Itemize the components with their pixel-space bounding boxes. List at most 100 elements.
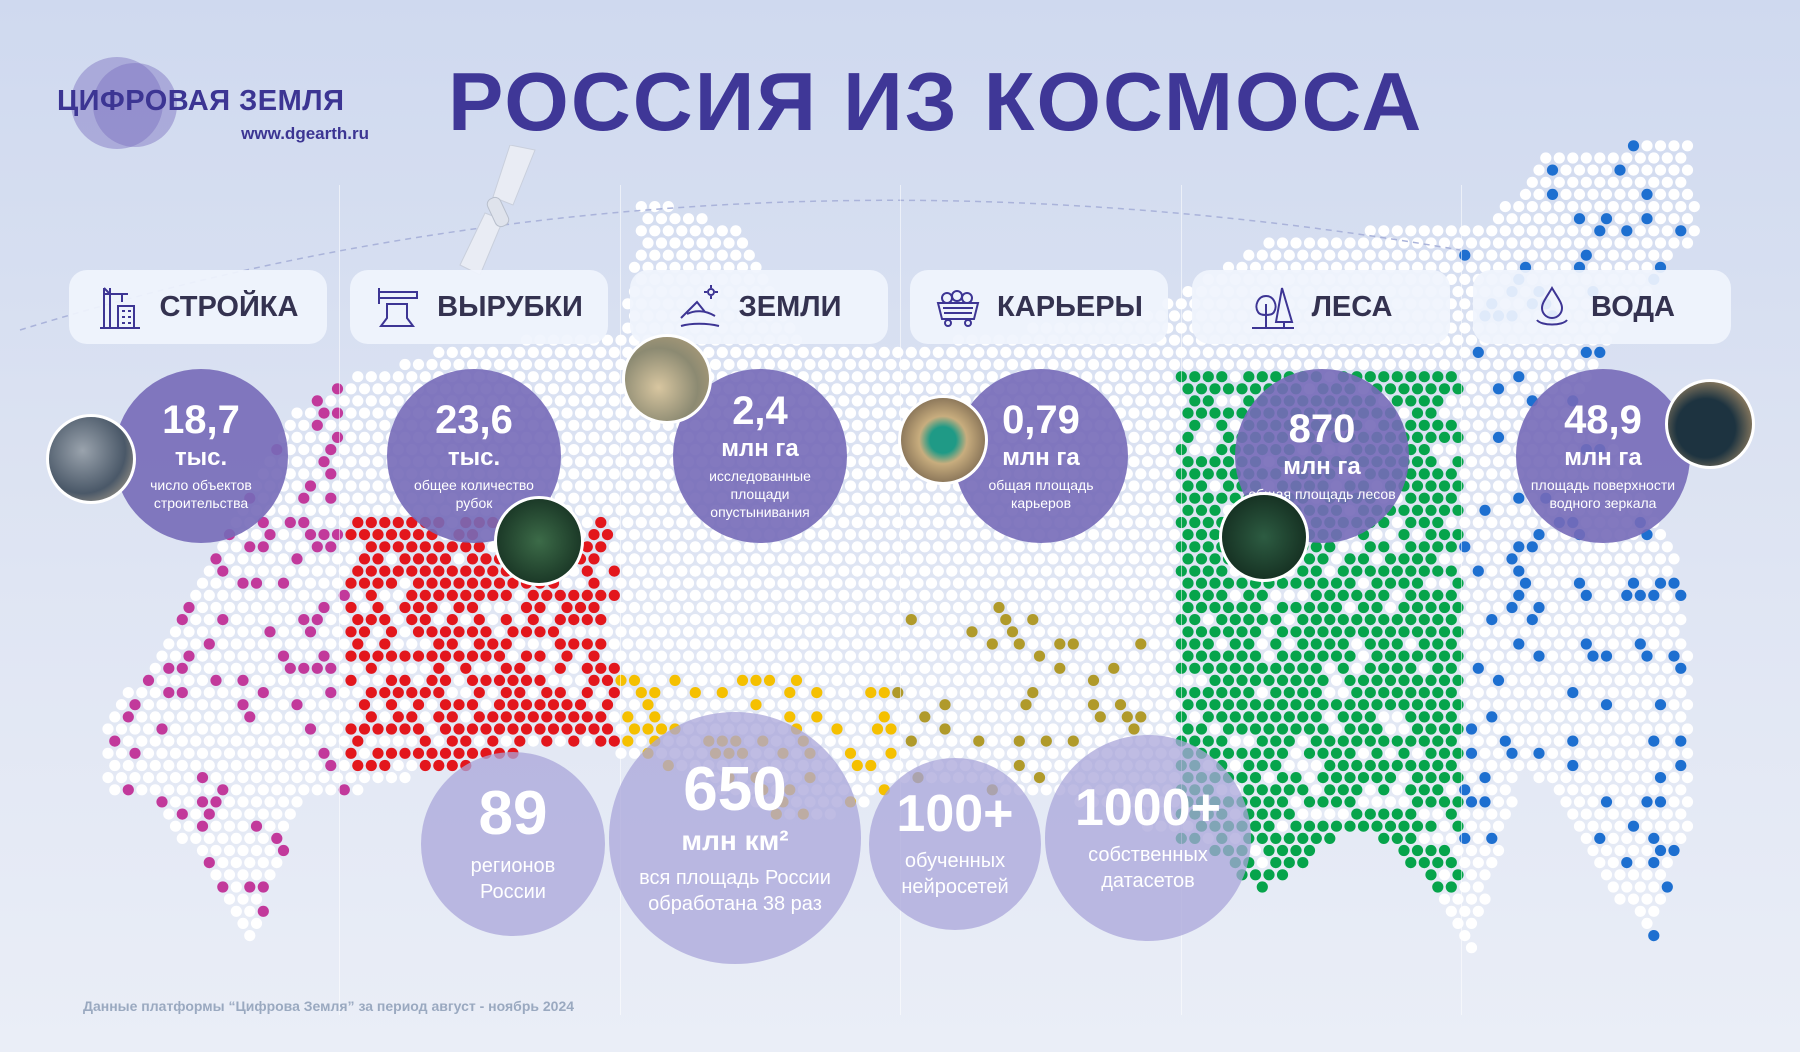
map-dot bbox=[547, 383, 560, 395]
map-dot bbox=[406, 565, 418, 577]
map-dot bbox=[1182, 358, 1194, 371]
map-dot bbox=[1398, 601, 1410, 614]
map-dot bbox=[838, 565, 850, 577]
map-dot bbox=[1459, 492, 1471, 504]
map-dot bbox=[595, 589, 607, 602]
map-dot bbox=[412, 699, 425, 711]
map-dot bbox=[1148, 614, 1160, 626]
map-dot bbox=[608, 492, 620, 504]
desert-dunes-icon bbox=[679, 285, 719, 327]
map-dot bbox=[1479, 650, 1491, 662]
map-dot bbox=[574, 480, 587, 492]
map-dot bbox=[932, 735, 944, 747]
map-dot bbox=[298, 565, 310, 577]
map-dot bbox=[1054, 541, 1066, 553]
map-dot bbox=[250, 529, 263, 541]
map-dot bbox=[338, 687, 350, 699]
map-dot bbox=[601, 626, 614, 638]
map-dot bbox=[1519, 650, 1532, 662]
map-dot bbox=[662, 589, 674, 602]
map-dot bbox=[1135, 516, 1147, 529]
map-dot bbox=[1621, 711, 1633, 723]
map-dot bbox=[1459, 322, 1471, 334]
map-dot bbox=[615, 723, 627, 735]
map-dot bbox=[1054, 589, 1066, 602]
map-dot bbox=[1040, 759, 1052, 772]
map-dot bbox=[190, 589, 202, 602]
map-dot bbox=[1344, 237, 1356, 249]
map-dot bbox=[966, 626, 978, 638]
map-dot bbox=[1337, 735, 1349, 747]
map-dot bbox=[858, 577, 870, 589]
map-dot bbox=[372, 553, 384, 565]
quarry-satellite-photo bbox=[898, 395, 988, 485]
map-dot bbox=[196, 601, 209, 614]
map-dot bbox=[1324, 589, 1336, 602]
map-dot bbox=[1283, 614, 1295, 626]
map-dot bbox=[264, 674, 276, 687]
map-dot bbox=[1452, 261, 1464, 273]
map-dot bbox=[345, 601, 357, 614]
map-dot bbox=[1465, 674, 1478, 687]
stat-water: 48,9 млн га площадь поверхности водного … bbox=[1516, 369, 1690, 543]
map-dot bbox=[1351, 249, 1363, 261]
map-dot bbox=[541, 711, 553, 723]
map-dot bbox=[345, 747, 357, 759]
map-dot bbox=[1675, 687, 1687, 699]
map-dot bbox=[716, 346, 728, 358]
map-dot bbox=[635, 662, 647, 674]
map-dot bbox=[1506, 480, 1518, 492]
map-dot bbox=[1580, 541, 1592, 553]
map-dot bbox=[588, 553, 600, 565]
map-dot bbox=[1425, 747, 1437, 759]
map-dot bbox=[1411, 529, 1424, 541]
map-dot bbox=[1594, 225, 1606, 237]
map-dot bbox=[1027, 687, 1039, 699]
map-dot bbox=[932, 662, 944, 674]
map-dot bbox=[541, 371, 553, 383]
map-dot bbox=[925, 650, 938, 662]
map-dot bbox=[1465, 942, 1478, 954]
map-dot bbox=[628, 431, 641, 443]
map-dot bbox=[318, 553, 330, 565]
map-dot bbox=[1418, 346, 1430, 358]
map-dot bbox=[1405, 735, 1417, 747]
map-dot bbox=[1006, 674, 1019, 687]
map-dot bbox=[750, 553, 762, 565]
map-dot bbox=[304, 407, 317, 419]
category-label: ВЫРУБКИ bbox=[437, 290, 583, 323]
map-dot bbox=[1020, 650, 1032, 662]
map-dot bbox=[1189, 541, 1201, 553]
map-dot bbox=[419, 541, 431, 553]
map-dot bbox=[345, 480, 357, 492]
map-dot bbox=[1648, 541, 1660, 553]
map-dot bbox=[642, 213, 654, 225]
map-dot bbox=[433, 687, 445, 699]
map-dot bbox=[831, 383, 843, 395]
map-dot bbox=[1195, 723, 1208, 735]
map-dot bbox=[1067, 614, 1079, 626]
map-dot bbox=[1654, 674, 1667, 687]
map-dot bbox=[419, 759, 431, 772]
map-dot bbox=[1243, 614, 1255, 626]
map-dot bbox=[1202, 468, 1214, 480]
total-value: 650 bbox=[683, 755, 787, 824]
map-dot bbox=[1344, 747, 1356, 759]
map-dot bbox=[1168, 407, 1181, 419]
map-dot bbox=[372, 674, 384, 687]
map-dot bbox=[844, 747, 857, 759]
map-dot bbox=[541, 735, 553, 747]
map-dot bbox=[1236, 699, 1248, 711]
map-dot bbox=[1459, 589, 1471, 602]
logo-url[interactable]: www.dgearth.ru bbox=[241, 124, 369, 143]
map-dot bbox=[217, 808, 229, 820]
logo[interactable]: ЦИФРОВАЯ ЗЕМЛЯ www.dgearth.ru bbox=[57, 55, 369, 155]
map-dot bbox=[1607, 225, 1619, 237]
map-dot bbox=[1222, 699, 1235, 711]
stat-description: исследованные площади опустынивания bbox=[709, 468, 811, 520]
map-dot bbox=[1654, 699, 1667, 711]
map-dot bbox=[1357, 650, 1370, 662]
map-dot bbox=[1594, 687, 1606, 699]
map-dot bbox=[1229, 614, 1241, 626]
map-dot bbox=[507, 723, 519, 735]
